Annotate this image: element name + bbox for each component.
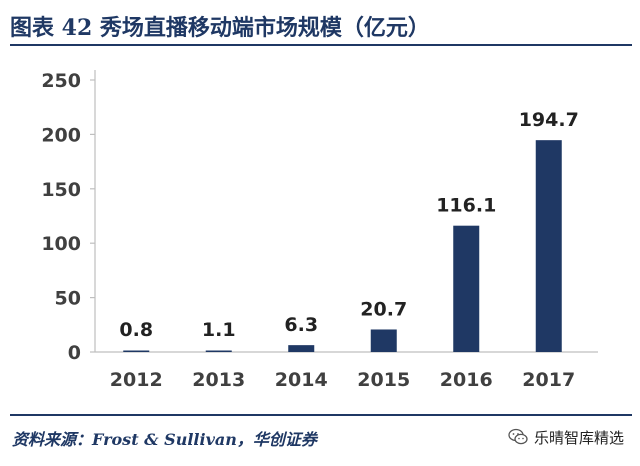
bar-2017 — [535, 140, 562, 352]
x-tick-label-2013: 2013 — [192, 369, 245, 391]
bar-2014 — [288, 345, 315, 352]
value-label-2014: 6.3 — [284, 314, 318, 336]
y-tick-label: 200 — [41, 124, 81, 146]
source-note: 资料来源：Frost & Sullivan，华创证券 — [12, 430, 317, 449]
figure-header: 图表 42 秀场直播移动端市场规模（亿元） — [0, 0, 640, 44]
bar-2012 — [123, 350, 150, 352]
watermark-text: 乐晴智库精选 — [534, 428, 625, 447]
x-tick-label-2012: 2012 — [110, 369, 163, 391]
bar-2013 — [205, 350, 232, 352]
x-tick-label-2016: 2016 — [440, 369, 493, 391]
y-tick-label: 100 — [41, 233, 81, 255]
value-label-2016: 116.1 — [436, 195, 496, 217]
value-label-2017: 194.7 — [519, 109, 579, 131]
x-tick-label-2015: 2015 — [357, 369, 410, 391]
y-tick-label: 150 — [41, 179, 81, 201]
watermark: 乐晴智库精选 — [508, 426, 636, 448]
x-tick-label-2014: 2014 — [275, 369, 328, 391]
value-label-2015: 20.7 — [360, 298, 407, 320]
y-tick-label: 250 — [41, 70, 81, 92]
bar-2015 — [370, 329, 397, 352]
value-label-2013: 1.1 — [202, 319, 236, 341]
x-tick-label-2017: 2017 — [522, 369, 575, 391]
bar-chart: 0 50 100 150 200 250 0.8 2012 1.1 2013 6.3 2014 20.7… — [41, 70, 598, 391]
bar-2016 — [453, 225, 480, 352]
figure-title: 图表 42 秀场直播移动端市场规模（亿元） — [10, 15, 430, 41]
footer-rule — [10, 414, 632, 416]
y-tick-label: 50 — [55, 288, 81, 310]
value-label-2012: 0.8 — [119, 319, 153, 341]
header-rule — [10, 44, 632, 46]
y-tick-label: 0 — [68, 342, 81, 364]
wechat-icon — [508, 428, 528, 445]
